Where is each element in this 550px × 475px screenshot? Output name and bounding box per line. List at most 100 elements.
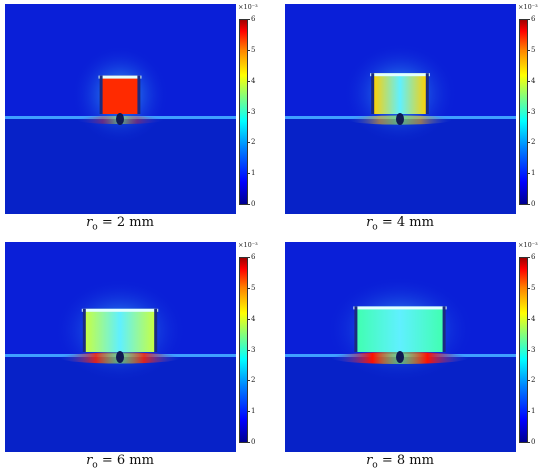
colorbar-tick-label: 5: [251, 45, 256, 54]
core-pin: [116, 113, 124, 125]
magnet-body: [84, 308, 156, 352]
colorbar: [239, 257, 248, 443]
magnet-left-edge: [82, 308, 86, 352]
magnet-body: [101, 75, 139, 114]
colorbar-tick: [528, 257, 530, 258]
field-panel: ×10⁻³ 6 5 4 3 2 1 0 ro = 8 mm: [280, 238, 550, 474]
magnet-right-edge: [137, 75, 141, 114]
colorbar-tick: [528, 349, 530, 351]
colorbar-tick-label: 0: [251, 200, 256, 208]
magnet-cap: [370, 73, 430, 77]
colorbar-tick-label: 0: [531, 438, 536, 446]
caption-variable: r: [366, 215, 373, 230]
magnet-left-edge: [99, 75, 103, 114]
magnet-left-edge: [371, 73, 375, 114]
colorbar-tick-label: 5: [531, 283, 536, 292]
colorbar-tick-label: 4: [251, 314, 256, 323]
magnet-body: [356, 306, 444, 352]
caption-value: = 8 mm: [377, 453, 434, 468]
caption-variable: r: [86, 453, 93, 468]
colorbar-tick-label: 6: [531, 15, 536, 23]
colorbar-tick: [248, 173, 250, 175]
field-panel: ×10⁻³ 6 5 4 3 2 1 0 ro = 6 mm: [0, 238, 275, 474]
colorbar-tick-label: 3: [251, 107, 256, 116]
colorbar-tick: [528, 80, 530, 82]
magnet-cap: [81, 308, 159, 312]
magnet-cap: [353, 306, 447, 310]
colorbar-tick: [528, 19, 530, 20]
colorbar-exponent: ×10⁻³: [238, 3, 258, 11]
panel-caption: ro = 2 mm: [0, 214, 240, 237]
colorbar-tick-label: 2: [531, 376, 536, 385]
magnet-right-edge: [154, 308, 158, 352]
colorbar-tick-label: 6: [251, 253, 256, 261]
colorbar-exponent: ×10⁻³: [518, 3, 538, 11]
colorbar-tick-label: 1: [531, 407, 536, 416]
field-plot: [285, 242, 516, 452]
caption-subscript: o: [92, 460, 98, 471]
colorbar-tick-label: 0: [251, 438, 256, 446]
colorbar-tick: [248, 80, 250, 82]
field-map: [5, 242, 236, 452]
caption-value: = 4 mm: [377, 215, 434, 230]
field-panel: ×10⁻³ 6 5 4 3 2 1 0 ro = 2 mm: [0, 0, 275, 236]
colorbar-tick-label: 1: [531, 169, 536, 178]
colorbar-tick-label: 2: [251, 138, 256, 147]
colorbar-tick-label: 3: [531, 345, 536, 354]
panel-caption: ro = 6 mm: [0, 452, 240, 475]
colorbar: [519, 257, 528, 443]
colorbar-tick: [248, 318, 250, 320]
field-plot: [5, 4, 236, 214]
field-plot: [5, 242, 236, 452]
caption-subscript: o: [372, 222, 378, 233]
colorbar-tick: [248, 257, 250, 258]
colorbar-tick: [248, 411, 250, 413]
field-map: [285, 4, 516, 214]
colorbar-tick: [528, 173, 530, 175]
colorbar-tick: [248, 19, 250, 20]
caption-subscript: o: [92, 222, 98, 233]
colorbar-tick-label: 6: [251, 15, 256, 23]
field-panel: ×10⁻³ 6 5 4 3 2 1 0 ro = 4 mm: [280, 0, 550, 236]
colorbar-tick: [248, 142, 250, 144]
colorbar-tick: [248, 349, 250, 351]
field-plot: [285, 4, 516, 214]
colorbar-exponent: ×10⁻³: [518, 241, 538, 249]
caption-subscript: o: [372, 460, 378, 471]
colorbar-tick: [528, 411, 530, 413]
magnet-body: [373, 73, 427, 114]
magnet-left-edge: [354, 306, 358, 352]
colorbar-tick-label: 0: [531, 200, 536, 208]
colorbar-tick-label: 5: [251, 283, 256, 292]
colorbar-tick-label: 3: [251, 345, 256, 354]
colorbar-tick: [248, 442, 250, 443]
colorbar-tick-label: 2: [251, 376, 256, 385]
colorbar: [519, 19, 528, 205]
magnet-right-edge: [425, 73, 429, 114]
panel-caption: ro = 4 mm: [280, 214, 520, 237]
colorbar-tick-label: 6: [531, 253, 536, 261]
colorbar-tick: [528, 111, 530, 113]
magnet-right-edge: [442, 306, 446, 352]
colorbar: [239, 19, 248, 205]
colorbar-tick-label: 3: [531, 107, 536, 116]
colorbar-tick: [528, 318, 530, 320]
colorbar-tick-label: 4: [251, 76, 256, 85]
core-pin: [396, 351, 404, 363]
field-map: [285, 242, 516, 452]
caption-variable: r: [86, 215, 93, 230]
colorbar-tick: [248, 49, 250, 51]
colorbar-tick-label: 1: [251, 407, 256, 416]
colorbar-tick: [248, 204, 250, 205]
colorbar-tick-label: 5: [531, 45, 536, 54]
core-pin: [396, 113, 404, 125]
colorbar-tick-label: 4: [531, 76, 536, 85]
panel-caption: ro = 8 mm: [280, 452, 520, 475]
field-map: [5, 4, 236, 214]
colorbar-tick-label: 4: [531, 314, 536, 323]
colorbar-tick: [528, 49, 530, 51]
caption-variable: r: [366, 453, 373, 468]
colorbar-tick-label: 2: [531, 138, 536, 147]
colorbar-tick: [528, 380, 530, 382]
colorbar-tick: [528, 442, 530, 443]
